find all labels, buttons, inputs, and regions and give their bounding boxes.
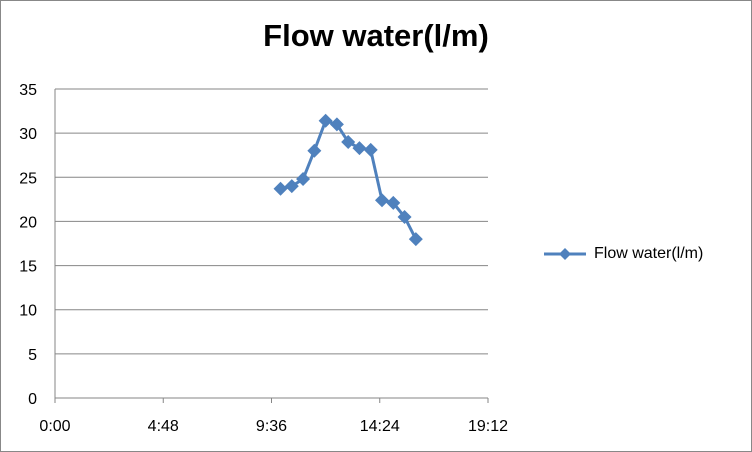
legend-label: Flow water(l/m) <box>594 245 704 262</box>
data-point <box>329 117 344 132</box>
data-point <box>307 143 322 158</box>
legend: Flow water(l/m) <box>542 245 703 263</box>
data-point <box>386 195 401 210</box>
data-point <box>408 232 423 247</box>
x-tick-label: 0:00 <box>39 418 70 435</box>
x-tick-label: 4:48 <box>148 418 179 435</box>
y-tick-label: 35 <box>19 82 37 99</box>
data-point <box>375 193 390 208</box>
x-tick-label: 9:36 <box>256 418 287 435</box>
data-point <box>397 210 412 225</box>
x-tick-label: 14:24 <box>360 418 400 435</box>
y-tick-label: 5 <box>28 347 37 364</box>
data-point <box>273 181 288 196</box>
data-point <box>352 141 367 156</box>
legend-marker-icon <box>544 248 586 260</box>
data-point <box>341 134 356 149</box>
data-point <box>284 179 299 194</box>
data-point <box>296 172 311 187</box>
y-tick-label: 15 <box>19 259 37 276</box>
y-tick-label: 20 <box>19 214 37 231</box>
y-tick-label: 0 <box>28 391 37 408</box>
data-point <box>363 142 378 157</box>
chart-title: Flow water(l/m) <box>263 18 489 53</box>
data-point <box>318 113 333 128</box>
y-tick-label: 25 <box>19 170 37 187</box>
y-tick-label: 30 <box>19 126 37 143</box>
x-tick-label: 19:12 <box>468 418 508 435</box>
y-tick-label: 10 <box>19 303 37 320</box>
